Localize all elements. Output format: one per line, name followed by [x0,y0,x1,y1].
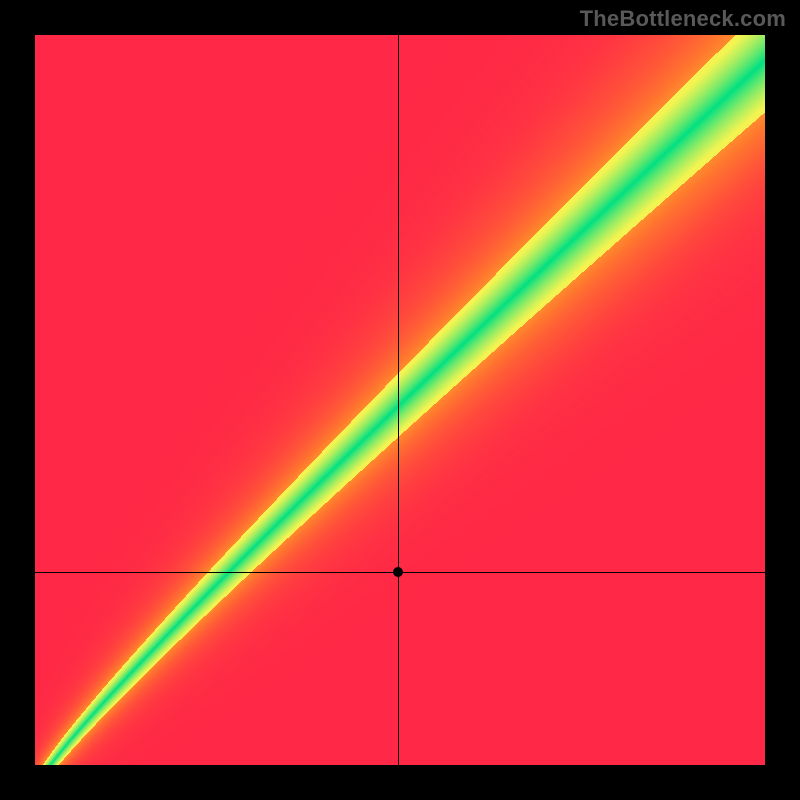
crosshair-vertical-line [398,35,399,765]
bottleneck-heatmap-canvas [35,35,765,765]
watermark-text: TheBottleneck.com [580,6,786,32]
crosshair-marker-dot [393,567,403,577]
